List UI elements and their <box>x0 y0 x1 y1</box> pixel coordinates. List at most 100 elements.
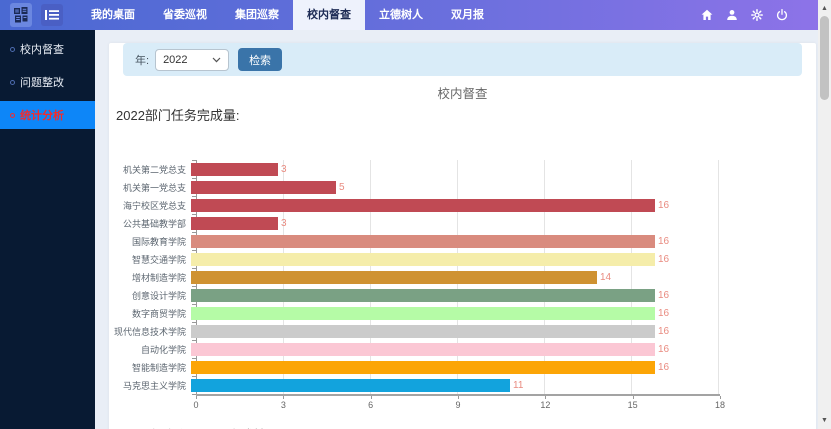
window-scrollbar[interactable]: ▲ ▼ <box>818 0 831 429</box>
tab-group-inspection[interactable]: 集团巡察 <box>235 9 279 21</box>
chart-bar[interactable] <box>191 162 278 176</box>
chart-bar[interactable] <box>191 324 655 338</box>
gridline <box>631 160 632 394</box>
x-axis-tick <box>196 396 197 399</box>
sidebar-item-label: 统计分析 <box>20 110 64 122</box>
section2-title: 2022年度主要问题完成情况: <box>121 425 816 429</box>
bar-chart: 机关第二党总支 3 机关第一党总支 5 海宁校区党总支 16 公共基础教学部 3 国际教育学院 1… <box>109 160 816 412</box>
filter-bar: 年: 2022 检索 <box>123 43 802 76</box>
chart-bar[interactable] <box>191 252 655 266</box>
x-axis-labels: 0 3 6 9 12 15 18 <box>193 396 725 412</box>
tab-provincial-inspection[interactable]: 省委巡视 <box>163 9 207 21</box>
chart-category-label: 自动化学院 <box>140 344 186 355</box>
chart-category-label: 智能制造学院 <box>131 362 186 373</box>
bullet-icon <box>10 46 15 52</box>
chart-category-label: 机关第二党总支 <box>122 164 186 175</box>
x-axis-tick-label: 18 <box>714 400 726 410</box>
y-axis-tick <box>192 196 196 197</box>
scrollbar-thumb[interactable] <box>820 16 829 100</box>
x-axis-tick-label: 3 <box>280 400 286 410</box>
x-axis-line <box>196 394 721 399</box>
chart-value-label: 16 <box>658 253 670 265</box>
chart-value-label: 5 <box>339 181 345 193</box>
chart-value-label: 16 <box>658 307 670 319</box>
chart-bar[interactable] <box>191 288 655 302</box>
chart-bar-track: 16 <box>191 304 731 322</box>
chart-category-label: 马克思主义学院 <box>122 380 186 391</box>
x-axis-tick-label: 12 <box>540 400 551 410</box>
sidebar-item-statistics[interactable]: 统计分析 <box>0 101 95 129</box>
chart-value-label: 16 <box>658 343 670 355</box>
x-axis-tick-label: 9 <box>455 400 461 410</box>
x-axis-tick <box>632 396 634 399</box>
power-icon[interactable] <box>776 9 788 21</box>
chart-value-label: 16 <box>658 289 670 301</box>
main-content: 年: 2022 检索 校内督查 2022部门任务完成量: 机关第二党总支 3 机关第… <box>95 30 818 429</box>
sidebar-toggle-button[interactable] <box>41 4 63 26</box>
chart-bar-row: 马克思主义学院 11 <box>109 376 816 394</box>
hamburger-icon <box>45 10 59 20</box>
sidebar-item-label: 问题整改 <box>20 77 64 89</box>
chart-bar[interactable] <box>191 378 510 392</box>
chart-bar[interactable] <box>191 270 597 284</box>
chart-bar[interactable] <box>191 198 655 212</box>
year-label: 年: <box>135 54 150 67</box>
tab-bimonthly-report[interactable]: 双月报 <box>451 9 484 21</box>
y-axis-tick <box>192 286 196 287</box>
chart-bar[interactable] <box>191 360 655 374</box>
y-axis-tick <box>192 178 196 179</box>
chart-bar-track: 11 <box>191 376 731 394</box>
x-axis-tick-label: 0 <box>193 400 199 410</box>
y-axis-tick <box>192 304 196 305</box>
nav-tabs: 我的桌面 省委巡视 集团巡察 校内督查 立德树人 双月报 <box>77 0 498 30</box>
search-button[interactable]: 检索 <box>238 48 283 71</box>
chart-value-label: 14 <box>600 271 612 283</box>
scroll-down-arrow-icon[interactable]: ▼ <box>821 417 828 424</box>
chart-bar-track: 3 <box>191 160 731 178</box>
chart-category-label: 公共基础教学部 <box>122 218 186 229</box>
tab-my-desktop[interactable]: 我的桌面 <box>91 9 135 21</box>
sidebar-item-issue-rectification[interactable]: 问题整改 <box>0 68 95 96</box>
chart-bar-track: 5 <box>191 178 731 196</box>
user-icon[interactable] <box>726 9 738 21</box>
tab-campus-supervision[interactable]: 校内督查 <box>293 0 365 30</box>
chart-bar-track: 3 <box>191 214 731 232</box>
sidebar-item-campus-supervision[interactable]: 校内督查 <box>0 35 95 63</box>
chart-category-label: 创意设计学院 <box>131 290 186 301</box>
navbar-actions <box>701 9 788 21</box>
x-axis-tick-label: 15 <box>627 400 638 410</box>
chart-bar-track: 16 <box>191 196 731 214</box>
chart-bar[interactable] <box>191 342 655 356</box>
tab-moral-education[interactable]: 立德树人 <box>379 9 423 21</box>
chart-bar[interactable] <box>191 234 655 248</box>
top-navbar: 我的桌面 省委巡视 集团巡察 校内督查 立德树人 双月报 <box>0 0 818 30</box>
chart-bar[interactable] <box>191 216 278 230</box>
y-axis-tick <box>192 250 196 251</box>
chart-bar-track: 16 <box>191 232 731 250</box>
chart-bar-row: 公共基础教学部 3 <box>109 214 816 232</box>
chart-bar-row: 机关第一党总支 5 <box>109 178 816 196</box>
gear-icon[interactable] <box>751 9 763 21</box>
chart-bar[interactable] <box>191 180 336 194</box>
chart-bar[interactable] <box>191 306 655 320</box>
x-axis-tick <box>370 396 372 399</box>
chart-value-label: 3 <box>281 163 287 175</box>
y-axis-tick <box>192 232 196 233</box>
chart-bar-row: 增材制造学院 14 <box>109 268 816 286</box>
y-axis-tick <box>192 394 196 395</box>
y-axis-tick <box>192 340 196 341</box>
year-select[interactable]: 2022 <box>155 48 230 71</box>
sidebar-item-label: 校内督查 <box>20 44 64 56</box>
chart-value-label: 16 <box>658 235 670 247</box>
chart-bar-row: 智慧交通学院 16 <box>109 250 816 268</box>
chart-category-label: 增材制造学院 <box>131 272 186 283</box>
scroll-up-arrow-icon[interactable]: ▲ <box>821 5 828 12</box>
x-axis-tick <box>283 396 285 399</box>
app-logo-icon <box>10 3 32 27</box>
sidebar: 校内督查 问题整改 统计分析 <box>0 30 95 429</box>
bullet-icon <box>10 79 15 85</box>
chart-value-label: 16 <box>658 361 670 373</box>
chart-category-label: 智慧交通学院 <box>131 254 186 265</box>
y-axis-tick <box>192 376 196 377</box>
home-icon[interactable] <box>701 9 713 21</box>
